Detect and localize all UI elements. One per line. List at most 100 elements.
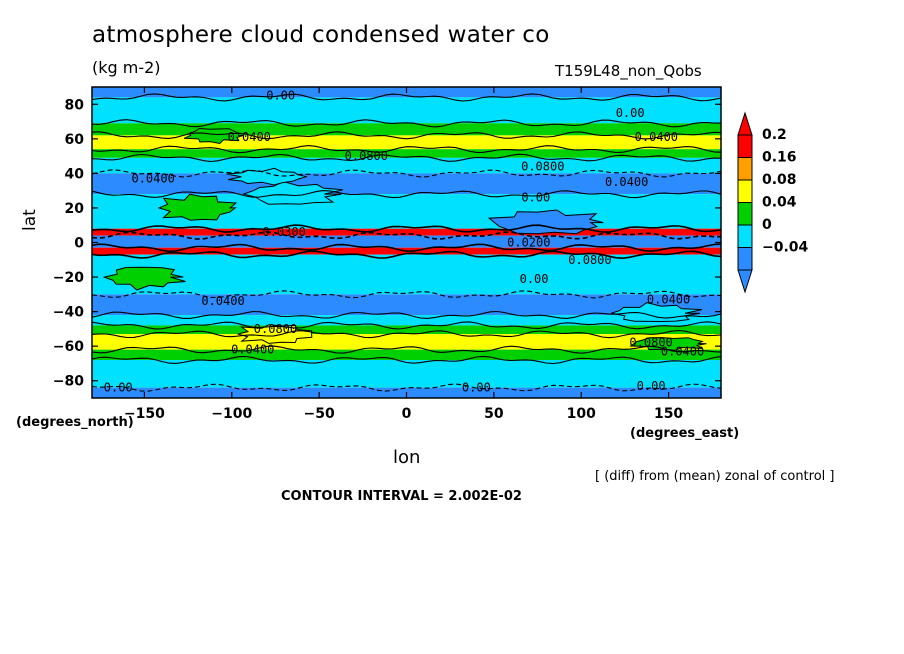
contour-line bbox=[91, 145, 722, 154]
contour-patch bbox=[237, 324, 313, 344]
zonal-band bbox=[92, 235, 721, 248]
x-unit-label: (degrees_east) bbox=[630, 426, 740, 441]
zonal-band bbox=[92, 149, 721, 158]
difference-note: [ (diff) from (mean) zonal of control ] bbox=[595, 469, 835, 484]
contour-line bbox=[91, 153, 722, 163]
contour-patch bbox=[102, 266, 186, 291]
y-tick-label: 40 bbox=[65, 166, 85, 182]
zonal-band bbox=[92, 325, 721, 335]
contour-label: 0.0800 bbox=[254, 322, 297, 336]
contour-line bbox=[91, 190, 722, 199]
axes: −150 −100 −50 0 50 100 150 80 60 40 20 0 −20 −40 −60 −8… bbox=[53, 87, 721, 422]
contour-label: 0.0800 bbox=[345, 149, 388, 163]
zonal-band bbox=[92, 123, 721, 136]
contour-patch bbox=[241, 181, 343, 205]
contour-label: 0.0800 bbox=[521, 159, 564, 173]
colorbar-extend-bottom bbox=[737, 269, 753, 294]
contour-line bbox=[91, 131, 722, 140]
colorbar-label: 0.16 bbox=[762, 150, 797, 166]
x-tick-label: −100 bbox=[211, 406, 252, 422]
contour-line bbox=[91, 224, 722, 233]
contour-label: 0.00 bbox=[521, 191, 550, 205]
contour-label: 0.0400 bbox=[635, 130, 678, 144]
colorbar-segment bbox=[737, 247, 753, 271]
contour-line bbox=[91, 321, 722, 330]
units-label: (kg m-2) bbox=[92, 58, 161, 77]
x-tick-label: −50 bbox=[304, 406, 335, 422]
zonal-band bbox=[92, 294, 721, 316]
chart-title: atmosphere cloud condensed water co bbox=[92, 22, 550, 48]
zonal-band bbox=[92, 254, 721, 295]
contour-line bbox=[91, 169, 722, 178]
y-tick-label: −60 bbox=[53, 339, 84, 355]
y-tick-label: −80 bbox=[53, 374, 84, 390]
contour-label: 0.00 bbox=[520, 272, 549, 286]
zonal-band bbox=[92, 157, 721, 174]
contour-label: 0.0400 bbox=[605, 175, 648, 189]
colorbar-segment bbox=[737, 134, 753, 158]
contour-line bbox=[91, 383, 722, 392]
contour-lines bbox=[91, 93, 722, 392]
contour-label: 0.0300 bbox=[263, 225, 306, 239]
contour-label: 0.0400 bbox=[201, 294, 244, 308]
contour-label: 0.0400 bbox=[647, 293, 690, 307]
contour-label: 0.0200 bbox=[507, 236, 550, 250]
y-tick-label: 80 bbox=[65, 97, 85, 113]
zonal-band bbox=[92, 135, 721, 150]
x-tick-label: 100 bbox=[567, 406, 596, 422]
colorbar-label: 0.08 bbox=[762, 172, 797, 188]
plot-field bbox=[92, 87, 721, 398]
contour-patch bbox=[157, 193, 238, 221]
contour-line bbox=[91, 119, 721, 128]
contour-line bbox=[91, 310, 722, 319]
x-tick-label: 150 bbox=[654, 406, 683, 422]
contour-label: 0.0400 bbox=[231, 343, 274, 357]
colorbar-label: −0.04 bbox=[762, 240, 809, 256]
contour-line bbox=[91, 250, 722, 260]
zonal-band bbox=[92, 349, 721, 360]
colorbar-segment bbox=[737, 202, 753, 226]
contour-label: 0.00 bbox=[637, 379, 666, 393]
contour-label: 0.0800 bbox=[568, 253, 611, 267]
colorbar-label: 0.04 bbox=[762, 195, 797, 211]
contour-patch bbox=[487, 209, 604, 235]
colorbar: 0.2 0.16 0.08 0.04 0 −0.04 bbox=[737, 111, 809, 294]
x-tick-label: −150 bbox=[124, 406, 165, 422]
contour-patch bbox=[226, 167, 308, 186]
contour-line bbox=[91, 93, 722, 102]
contour-label: 0.0800 bbox=[629, 336, 672, 350]
contour-label: 0.0400 bbox=[661, 344, 704, 358]
zonal-band bbox=[92, 315, 721, 326]
zonal-band bbox=[92, 228, 721, 236]
colorbar-segment bbox=[737, 224, 753, 248]
zonal-band bbox=[92, 97, 721, 124]
y-tick-label: 60 bbox=[65, 132, 85, 148]
colorbar-label: 0.2 bbox=[762, 127, 787, 143]
y-tick-label: 0 bbox=[74, 236, 84, 252]
y-tick-label: −20 bbox=[53, 270, 84, 286]
y-unit-label: (degrees_north) bbox=[16, 415, 134, 430]
contour-label: 0.0400 bbox=[228, 130, 271, 144]
x-tick-label: 0 bbox=[402, 406, 412, 422]
contour-line bbox=[91, 290, 722, 299]
contour-label: 0.00 bbox=[266, 89, 295, 103]
colorbar-extend-top bbox=[737, 111, 753, 136]
y-tick-label: −40 bbox=[53, 305, 84, 321]
contour-line bbox=[91, 345, 722, 354]
contour-label: 0.00 bbox=[462, 381, 491, 395]
contour-patch bbox=[629, 337, 707, 351]
contour-interval-label: CONTOUR INTERVAL = 2.002E-02 bbox=[281, 489, 522, 504]
colorbar-segment bbox=[737, 179, 753, 203]
contour-line bbox=[91, 243, 722, 253]
colorbar-segment bbox=[737, 157, 753, 181]
zonal-band bbox=[92, 359, 721, 388]
contour-line bbox=[91, 329, 722, 339]
contour-label: 0.00 bbox=[616, 106, 645, 120]
x-axis-label: lon bbox=[393, 447, 421, 468]
contour-line bbox=[91, 355, 722, 365]
run-label: T159L48_non_Qobs bbox=[555, 62, 702, 80]
y-tick-label: 20 bbox=[65, 201, 85, 217]
contour-line bbox=[91, 231, 721, 240]
